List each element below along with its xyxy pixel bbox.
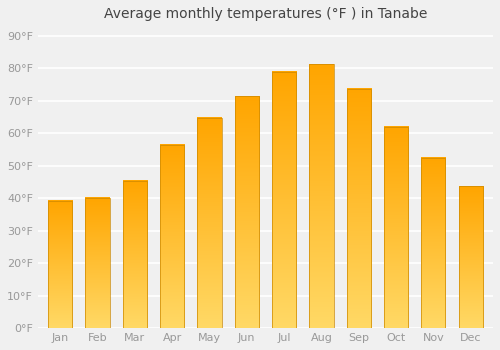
Bar (384, 127, 408, 328)
Title: Average monthly temperatures (°F ) in Tanabe: Average monthly temperatures (°F ) in Ta… (104, 7, 427, 21)
Bar (234, 96, 259, 328)
Bar (198, 118, 222, 328)
Bar (48, 201, 72, 328)
Bar (160, 145, 184, 328)
Bar (458, 186, 483, 328)
Bar (86, 198, 110, 328)
Bar (122, 181, 147, 328)
Bar (346, 89, 371, 328)
Bar (421, 158, 446, 328)
Bar (272, 72, 296, 328)
Bar (310, 64, 334, 328)
